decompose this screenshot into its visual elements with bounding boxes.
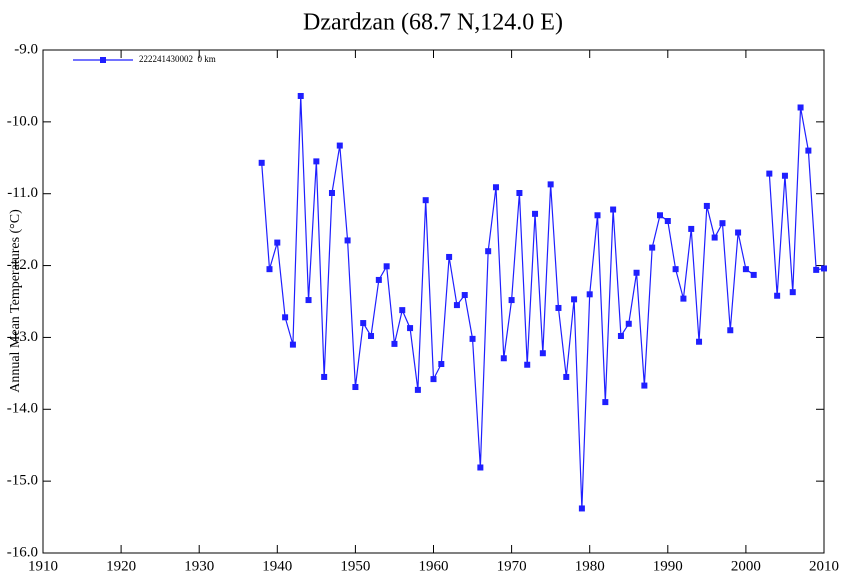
- point: [617, 332, 624, 339]
- point: [391, 340, 398, 347]
- point: [774, 292, 781, 299]
- point: [297, 92, 304, 99]
- point: [422, 197, 429, 204]
- y-tick-label: -14.0: [7, 401, 38, 417]
- point: [586, 291, 593, 298]
- point: [321, 373, 328, 380]
- point: [594, 212, 601, 219]
- point: [446, 253, 453, 260]
- point: [735, 229, 742, 236]
- point: [789, 289, 796, 296]
- x-tick-label: 1920: [106, 558, 136, 574]
- point: [328, 189, 335, 196]
- point: [289, 341, 296, 348]
- y-axis-label: Annual Mean Temperatures (°C): [8, 209, 23, 393]
- point: [461, 292, 468, 299]
- point: [696, 338, 703, 345]
- point: [797, 104, 804, 111]
- point: [719, 220, 726, 227]
- point: [641, 382, 648, 389]
- point: [383, 263, 390, 270]
- point: [375, 276, 382, 283]
- point: [352, 384, 359, 391]
- chart-title: Dzardzan (68.7 N,124.0 E): [303, 10, 563, 36]
- legend-marker: [100, 57, 106, 63]
- point: [305, 297, 312, 304]
- x-tick-label: 1940: [262, 558, 292, 574]
- point: [453, 302, 460, 309]
- x-tick-label: 2000: [731, 558, 761, 574]
- point: [742, 266, 749, 273]
- point: [532, 210, 539, 217]
- point: [813, 266, 820, 273]
- point: [750, 271, 757, 278]
- point: [485, 248, 492, 255]
- x-tick-label: 1980: [575, 558, 605, 574]
- point: [407, 325, 414, 332]
- x-tick-label: 1970: [497, 558, 527, 574]
- point: [688, 225, 695, 232]
- point: [266, 266, 273, 273]
- point: [258, 159, 265, 166]
- point: [571, 296, 578, 303]
- y-tick-label: -16.0: [7, 544, 38, 560]
- y-tick-label: -10.0: [7, 113, 38, 129]
- point: [711, 234, 718, 241]
- point: [524, 361, 531, 368]
- point: [368, 332, 375, 339]
- y-tick-label: -13.0: [7, 329, 38, 345]
- y-tick-label: -12.0: [7, 257, 38, 273]
- point: [500, 355, 507, 362]
- point: [805, 147, 812, 154]
- point: [555, 304, 562, 311]
- point: [508, 297, 515, 304]
- point: [274, 239, 281, 246]
- point: [336, 142, 343, 149]
- y-tick-label: -15.0: [7, 473, 38, 489]
- y-tick-label: -9.0: [14, 41, 38, 57]
- point: [469, 335, 476, 342]
- point: [602, 399, 609, 406]
- point: [477, 464, 484, 471]
- point: [633, 269, 640, 276]
- series-line: [261, 95, 825, 509]
- point: [313, 158, 320, 165]
- x-tick-label: 1990: [653, 558, 683, 574]
- point: [703, 202, 710, 209]
- y-tick-label: -11.0: [7, 185, 38, 201]
- point: [414, 386, 421, 393]
- point: [821, 265, 827, 272]
- point: [625, 320, 632, 327]
- point: [563, 373, 570, 380]
- x-tick-label: 1910: [28, 558, 58, 574]
- point: [282, 314, 289, 321]
- point: [656, 212, 663, 219]
- legend-label: 222241430002 0 km: [139, 54, 216, 64]
- point: [399, 307, 406, 314]
- point: [430, 376, 437, 383]
- point: [516, 189, 523, 196]
- x-tick-label: 2010: [809, 558, 839, 574]
- point: [610, 206, 617, 213]
- point: [492, 184, 499, 191]
- point: [727, 327, 734, 334]
- point: [539, 350, 546, 357]
- x-tick-label: 1960: [419, 558, 449, 574]
- point: [649, 244, 656, 251]
- point: [680, 295, 687, 302]
- point: [578, 505, 585, 512]
- x-tick-label: 1950: [340, 558, 370, 574]
- point: [781, 172, 788, 179]
- point: [344, 237, 351, 244]
- point: [547, 181, 554, 188]
- point: [766, 170, 773, 177]
- point: [360, 320, 367, 327]
- point: [664, 218, 671, 225]
- x-tick-label: 1930: [184, 558, 214, 574]
- point: [438, 361, 445, 368]
- plot-frame: [42, 49, 825, 554]
- point: [672, 266, 679, 273]
